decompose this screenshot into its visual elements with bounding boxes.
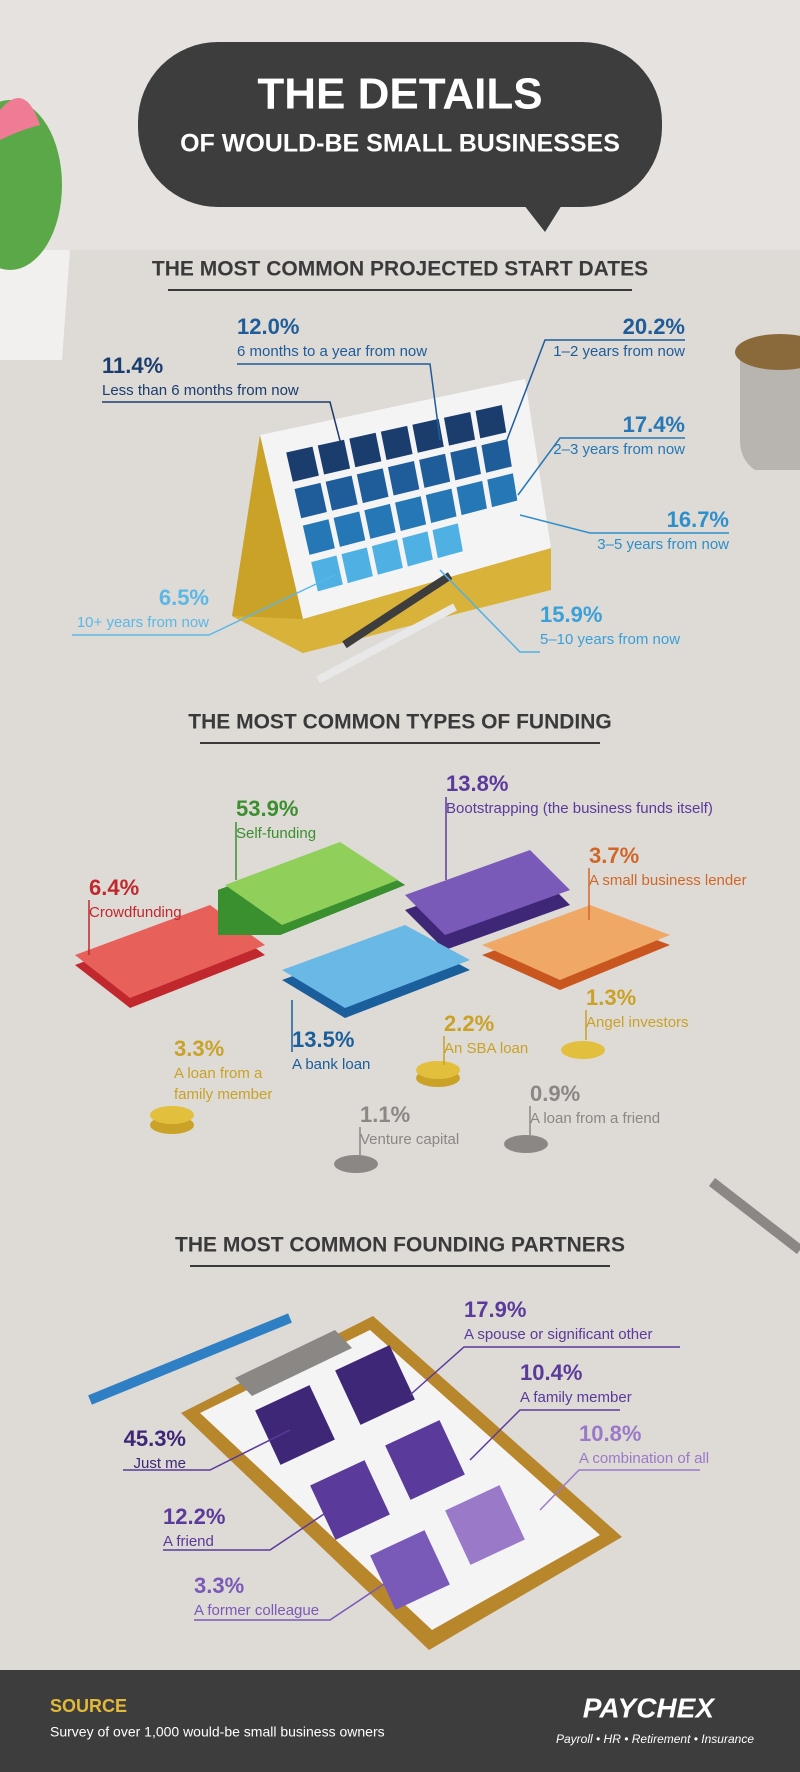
clipboard (88, 1313, 622, 1650)
calendar-cell (349, 432, 382, 468)
subtitle: OF WOULD-BE SMALL BUSINESSES (180, 130, 620, 158)
percent-value: 6.4% (89, 875, 139, 900)
item-label: An SBA loan (444, 1040, 528, 1057)
calendar-cell (341, 547, 373, 584)
item-label: Less than 6 months from now (102, 382, 299, 399)
funding-labels: 53.9% Self-funding 13.8% Bootstrapping (the… (89, 771, 747, 1148)
item-label: Self-funding (236, 825, 316, 842)
percent-value: 3.3% (194, 1573, 244, 1598)
calendar-cell (333, 511, 366, 547)
item-label: A family member (520, 1389, 632, 1406)
money-illustration (75, 842, 670, 1173)
brand-tagline: Payroll • HR • Retirement • Insurance (556, 1732, 754, 1746)
item-label: A former colleague (194, 1602, 319, 1619)
percent-value: 6.5% (159, 585, 209, 610)
item-label: A loan from a (174, 1065, 263, 1082)
item-label: A combination of all (579, 1450, 709, 1467)
start-dates-labels: 11.4% Less than 6 months from now 12.0% 6 m… (77, 314, 729, 648)
partner-labels: 17.9% A spouse or significant other 10.4% A… (124, 1297, 709, 1619)
calendar-cell (356, 468, 389, 504)
item-label: Venture capital (360, 1131, 459, 1148)
percent-value: 13.8% (446, 771, 508, 796)
leader-lines (72, 339, 729, 653)
percent-value: 53.9% (236, 796, 298, 821)
percent-value: 3.3% (174, 1036, 224, 1061)
title: THE DETAILS (257, 70, 542, 119)
percent-value: 17.9% (464, 1297, 526, 1322)
calendar-cell (294, 482, 327, 519)
percent-value: 12.0% (237, 314, 299, 339)
item-label: Just me (133, 1455, 186, 1472)
calendar-cell (387, 461, 420, 496)
percent-value: 0.9% (530, 1081, 580, 1106)
percent-value: 12.2% (163, 1504, 225, 1529)
percent-value: 11.4% (102, 353, 163, 378)
item-label: A loan from a friend (530, 1110, 660, 1127)
calendar-cell (402, 531, 433, 567)
percent-value: 20.2% (623, 314, 685, 339)
percent-value: 10.8% (579, 1421, 641, 1446)
calendar-cell (325, 475, 358, 511)
percent-value: 2.2% (444, 1011, 494, 1036)
percent-value: 1.1% (360, 1102, 410, 1127)
item-label: family member (174, 1086, 272, 1103)
item-label: A bank loan (292, 1056, 370, 1073)
section-heading: THE MOST COMMON FOUNDING PARTNERS (175, 1234, 625, 1257)
source-text: Survey of over 1,000 would-be small busi… (50, 1724, 385, 1740)
section-heading: THE MOST COMMON TYPES OF FUNDING (188, 711, 612, 734)
item-label: A spouse or significant other (464, 1326, 652, 1343)
brand-logo: PAYCHEX (583, 1692, 717, 1723)
percent-value: 10.4% (520, 1360, 582, 1385)
calendar-cell (487, 473, 518, 508)
item-label: A friend (163, 1533, 214, 1550)
source-title: SOURCE (50, 1696, 127, 1716)
calendar-cell (425, 488, 457, 524)
calendar-cell (419, 453, 451, 488)
section-heading: THE MOST COMMON PROJECTED START DATES (152, 258, 648, 281)
item-label: Bootstrapping (the business funds itself… (446, 800, 713, 817)
calendar-cell (302, 519, 335, 555)
percent-value: 3.7% (589, 843, 639, 868)
leader-lines (88, 797, 590, 1155)
calendar-cell (456, 480, 487, 516)
percent-value: 45.3% (124, 1426, 186, 1451)
cactus (0, 98, 70, 360)
footer (0, 1670, 800, 1772)
calendar-cell (395, 496, 427, 531)
item-label: 10+ years from now (77, 614, 209, 631)
item-label: 5–10 years from now (540, 631, 680, 648)
item-label: 6 months to a year from now (237, 343, 427, 360)
item-label: 2–3 years from now (553, 441, 685, 458)
coffee-cup (735, 334, 800, 470)
calendar-cell (450, 446, 481, 481)
calendar-cell (481, 439, 512, 473)
item-label: 3–5 years from now (597, 536, 729, 553)
calendar-cell (412, 418, 444, 453)
calendar-cell (493, 507, 523, 542)
calendar-cell (371, 539, 403, 575)
item-label: A small business lender (589, 872, 747, 889)
calendar-cell (462, 515, 493, 550)
percent-value: 16.7% (667, 507, 729, 532)
calendar (232, 379, 551, 684)
header-bubble (138, 42, 662, 232)
item-label: Crowdfunding (89, 904, 182, 921)
pencil (708, 1178, 800, 1254)
percent-value: 1.3% (586, 985, 636, 1010)
item-label: Angel investors (586, 1014, 689, 1031)
calendar-cell (475, 405, 507, 439)
percent-value: 13.5% (292, 1027, 354, 1052)
leader-lines (123, 1346, 700, 1621)
item-label: 1–2 years from now (553, 343, 685, 360)
calendar-cell (380, 425, 413, 461)
calendar-cell (364, 503, 396, 539)
percent-value: 15.9% (540, 602, 602, 627)
calendar-cell (286, 446, 319, 482)
calendar-cell (443, 411, 476, 446)
calendar-cell (432, 523, 463, 559)
percent-value: 17.4% (623, 412, 685, 437)
